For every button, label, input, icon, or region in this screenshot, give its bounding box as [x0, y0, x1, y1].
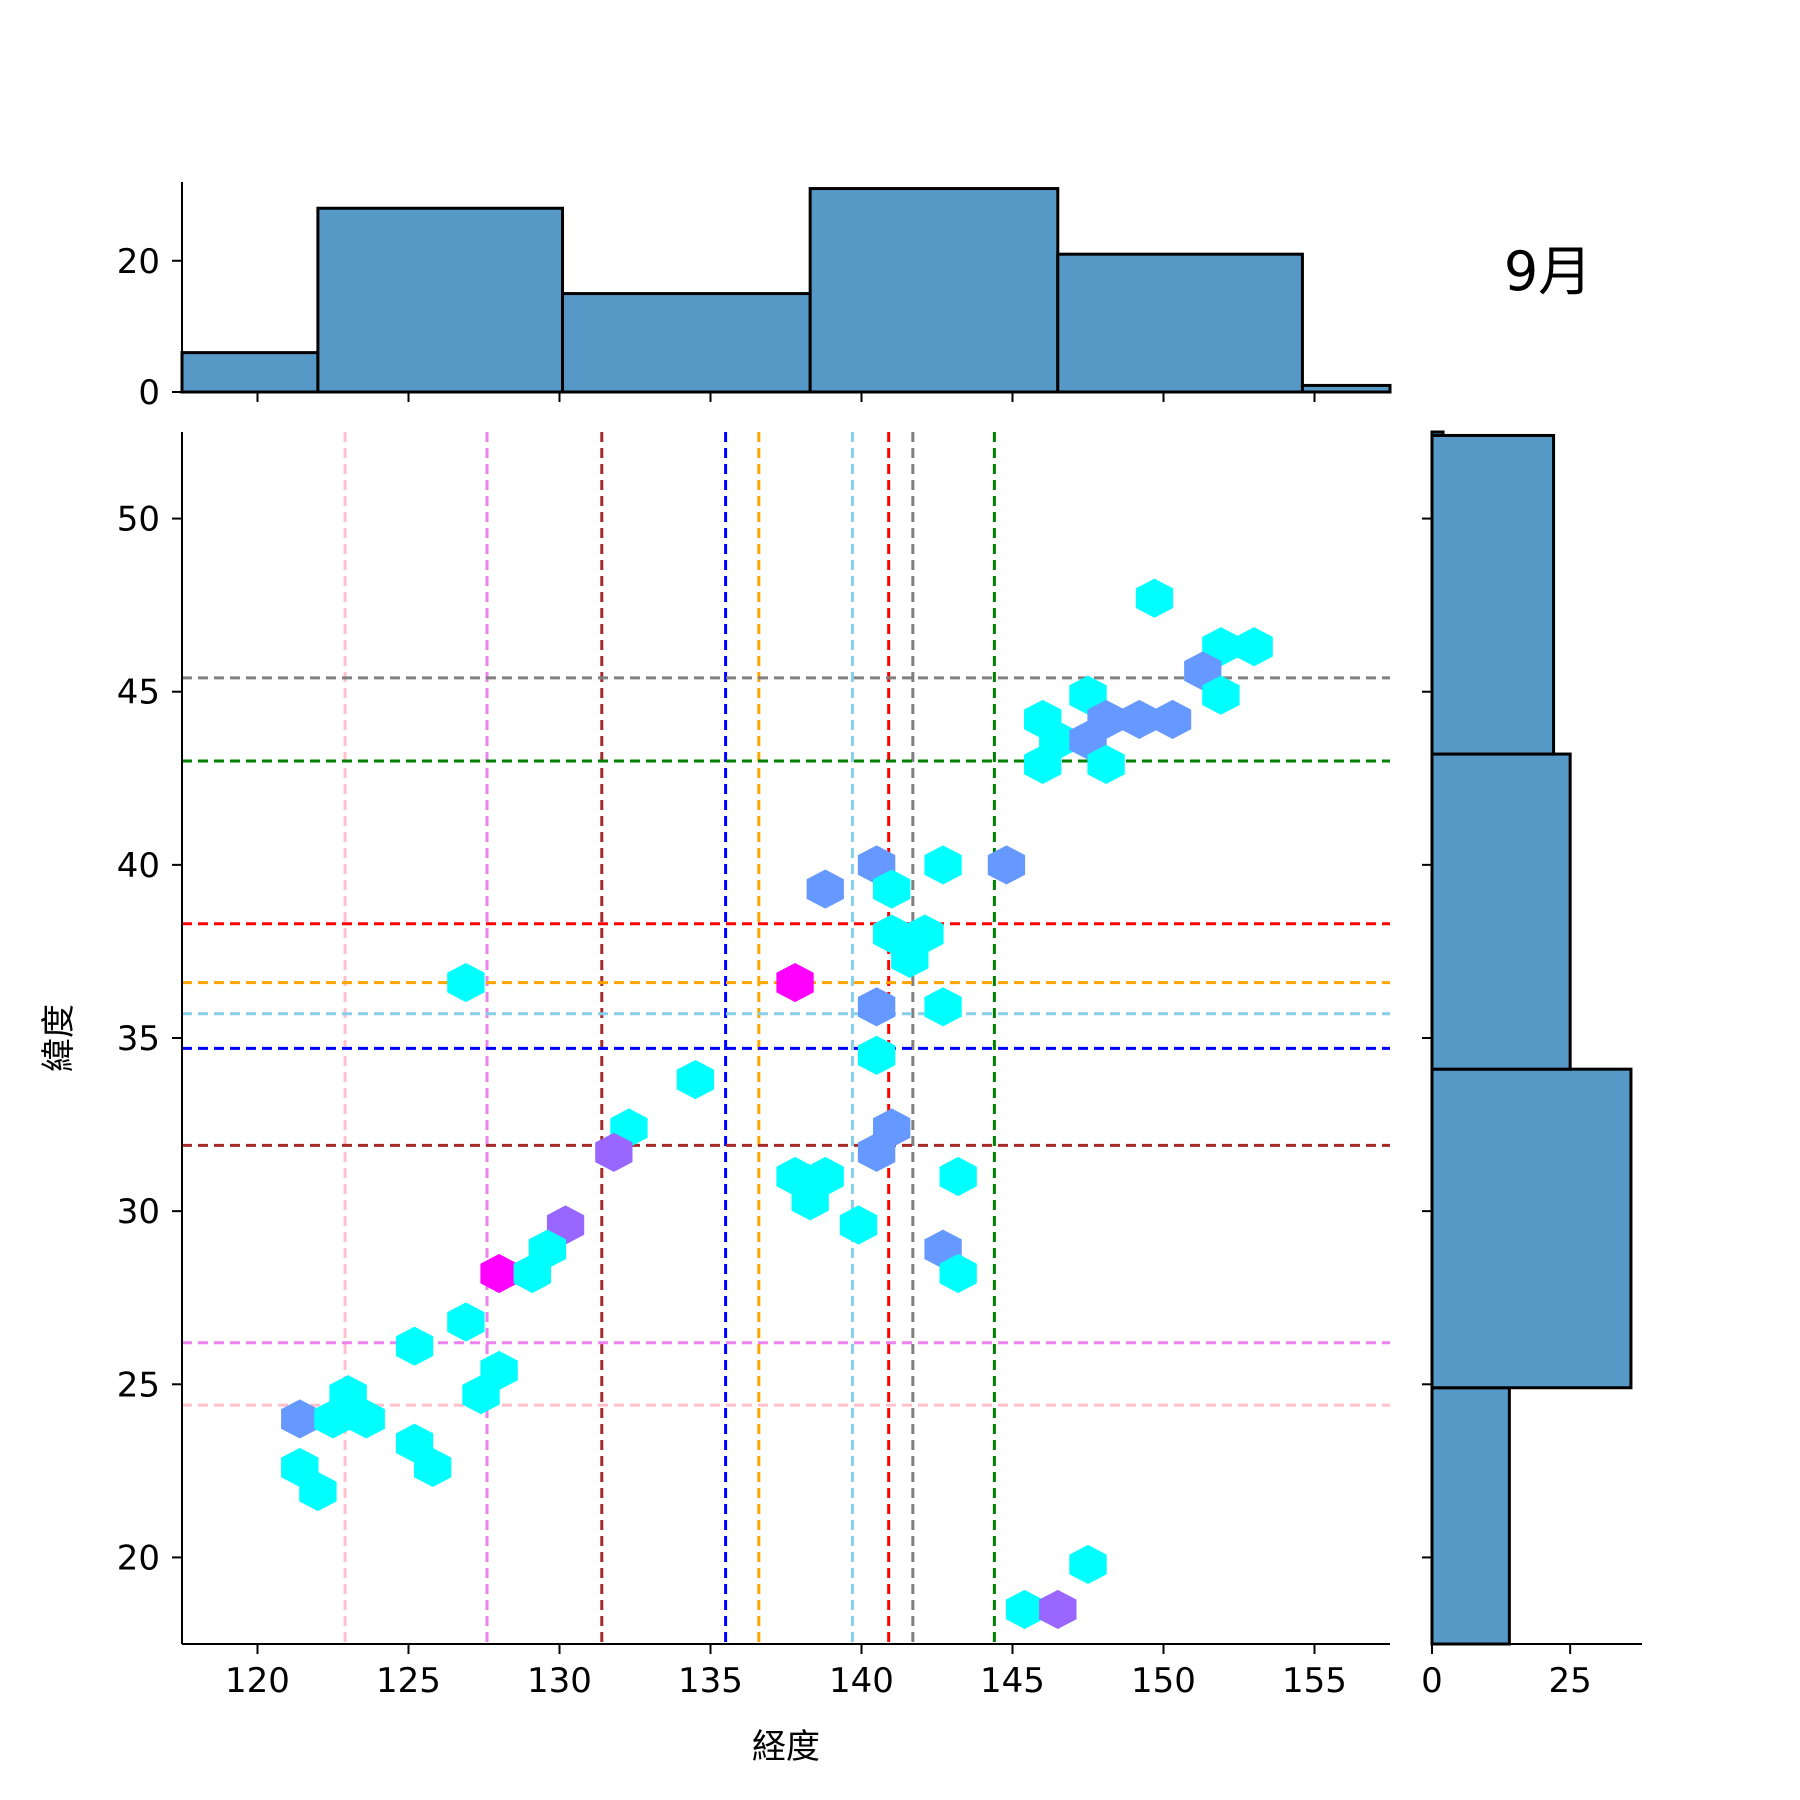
hexbin-cell [299, 1472, 337, 1512]
hexbin-cell [1202, 675, 1240, 715]
y-tick-label: 45 [117, 673, 160, 713]
x-tick-label: 135 [678, 1661, 743, 1701]
top-histogram-bar [808, 187, 1060, 394]
x-tick-label: 155 [1282, 1661, 1347, 1701]
reference-lines [182, 432, 1390, 1644]
x-tick-label: 140 [829, 1661, 894, 1701]
hexbin-cell [462, 1375, 500, 1415]
hexbin-plot-area [182, 432, 1390, 1644]
top-histogram-bar [316, 206, 565, 394]
y-tick-label: 20 [117, 1538, 160, 1578]
y-tick-label: 40 [117, 846, 160, 886]
right-histogram-bar [1430, 1067, 1633, 1390]
hexbin-cell [857, 1035, 896, 1075]
top-histogram [180, 187, 1392, 394]
x-axis-label: 経度 [752, 1727, 820, 1767]
hexbin-cell [1024, 744, 1062, 784]
hexbin-cell [939, 1253, 977, 1294]
hexbin-cell [676, 1060, 715, 1100]
top-histogram-bar [1056, 252, 1304, 394]
x-tick-label: 150 [1131, 1661, 1196, 1701]
x-tick-label: 145 [980, 1661, 1045, 1701]
hexbin-cell [857, 1132, 896, 1172]
hexbin-cell [395, 1326, 434, 1366]
y-tick-label: 25 [117, 1365, 160, 1405]
x-tick-label: 130 [527, 1661, 592, 1701]
hexbin-cell [1087, 744, 1125, 784]
right-hist-x-tick-label: 25 [1549, 1661, 1592, 1701]
hexbin-cell [414, 1447, 452, 1487]
right-histogram-bar [1430, 752, 1572, 1071]
hexbin-cells [281, 578, 1273, 1629]
right-histogram-bar [1430, 433, 1556, 756]
hexbin-cell [1135, 578, 1174, 618]
y-tick-label: 30 [117, 1192, 160, 1232]
hexbin-cell [447, 963, 485, 1003]
hexbin-cell [1153, 699, 1192, 739]
hexbin-cell [1005, 1589, 1044, 1629]
hexbin-cell [924, 987, 962, 1027]
hexbin-cell [1120, 699, 1158, 739]
hexbin-cell [447, 1302, 485, 1342]
hexbin-cell [595, 1132, 633, 1172]
top-hist-y-tick-label: 0 [138, 373, 160, 413]
hexbin-cell [987, 845, 1026, 885]
top-hist-y-tick-label: 20 [117, 242, 160, 282]
hexbin-cell [1235, 627, 1273, 667]
hexbin-cell [1069, 1544, 1107, 1584]
axes: 120 125 130 135 140 145 150 155 20 25 30 35 40 45 50 0 2… [117, 182, 1642, 1701]
right-histogram-bar [1430, 430, 1445, 437]
right-hist-x-tick-label: 0 [1421, 1661, 1443, 1701]
right-histogram [1430, 430, 1633, 1646]
hexbin-cell [839, 1205, 878, 1245]
hexbin-cell [924, 845, 962, 885]
x-tick-label: 125 [376, 1661, 441, 1701]
y-tick-label: 50 [117, 500, 160, 540]
hexbin-cell [1039, 1589, 1077, 1629]
top-histogram-bar [180, 351, 320, 394]
hexbin-cell [776, 963, 814, 1003]
hexbin-cell [347, 1399, 385, 1439]
hexbin-cell [791, 1181, 829, 1221]
top-histogram-bar [561, 292, 812, 394]
hexbin-cell [513, 1253, 551, 1294]
y-tick-label: 35 [117, 1019, 160, 1059]
x-tick-label: 120 [225, 1661, 290, 1701]
y-axis-label: 緯度 [39, 1004, 79, 1072]
hexbin-cell [873, 869, 911, 909]
right-histogram-bar [1430, 1386, 1511, 1646]
hexbin-cell [806, 869, 844, 909]
month-label: 9月 [1504, 240, 1592, 303]
hexbin-cell [857, 987, 896, 1027]
hexbin-cell [939, 1156, 977, 1197]
hexbin-cell [891, 938, 929, 978]
